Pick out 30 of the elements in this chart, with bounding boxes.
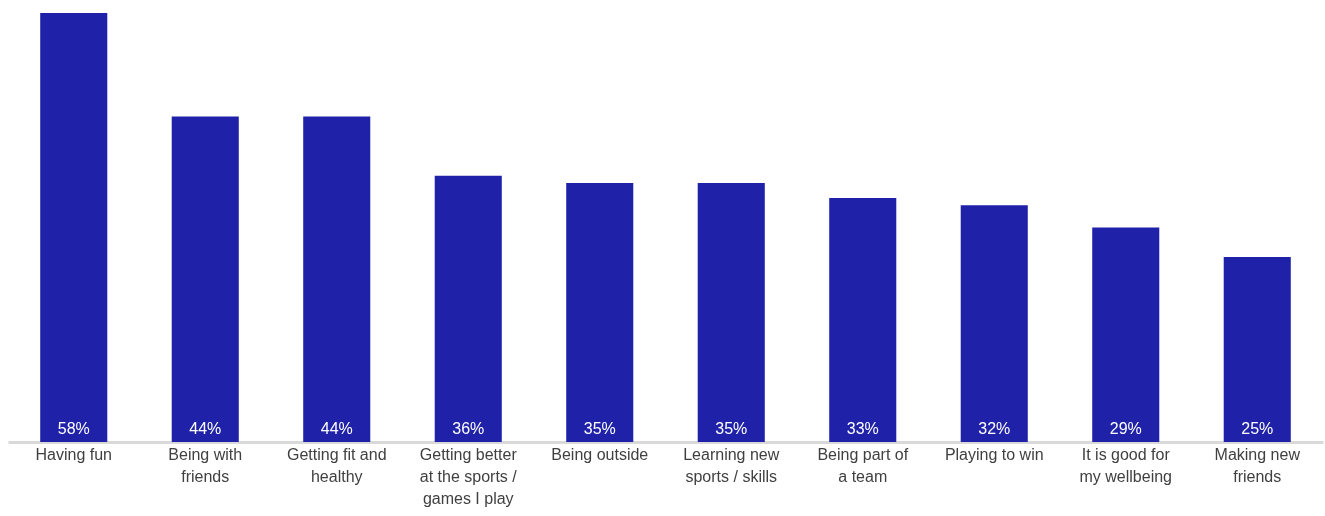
x-tick-label: Making new friends [1214, 445, 1301, 485]
bar [40, 13, 108, 442]
bar [697, 183, 765, 442]
x-tick-label: Getting fit and healthy [286, 445, 387, 485]
bar [1092, 227, 1160, 442]
x-tick-label: It is good for my wellbeing [1079, 445, 1172, 485]
bar [566, 183, 634, 442]
data-label: 35% [715, 420, 748, 437]
data-label: 33% [846, 420, 879, 437]
bar [1223, 257, 1291, 442]
data-label: 44% [189, 420, 222, 437]
x-tick-label: Learning new sports / skills [683, 445, 780, 485]
x-tick-label: Getting better at the sports / games I play [419, 445, 518, 507]
x-tick-label: Being outside [551, 445, 649, 463]
x-tick-label: Being part of a team [817, 445, 909, 485]
data-label: 29% [1109, 420, 1142, 437]
data-label: 25% [1241, 420, 1274, 437]
data-label: 35% [583, 420, 616, 437]
bar [960, 205, 1028, 442]
bar [171, 116, 239, 442]
data-label: 58% [57, 420, 90, 437]
x-tick-label: Being with friends [168, 445, 243, 485]
bar [829, 197, 897, 442]
bar [434, 175, 502, 442]
data-label: 36% [452, 420, 485, 437]
data-label: 44% [320, 420, 353, 437]
bar [303, 116, 371, 442]
data-label: 32% [978, 420, 1011, 437]
x-tick-label: Playing to win [944, 445, 1044, 463]
x-tick-label: Having fun [35, 445, 112, 463]
